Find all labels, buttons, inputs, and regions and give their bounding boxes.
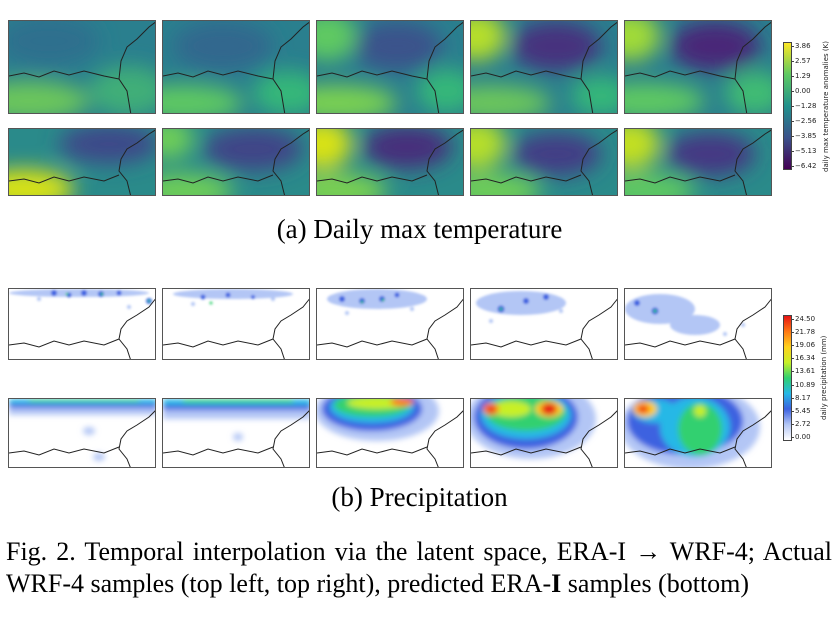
precipitation-map-bottom-1 <box>8 398 156 468</box>
temperature-tick-mark <box>791 76 794 77</box>
temperature-map-top-5 <box>624 20 772 114</box>
precipitation-tick-mark <box>791 319 794 320</box>
precipitation-tick-label: 0.00 <box>795 433 811 441</box>
temperature-subcaption: (a) Daily max temperature <box>276 214 563 244</box>
temperature-map-top-3 <box>316 20 464 114</box>
precipitation-tick-mark <box>791 358 794 360</box>
precipitation-tick-mark <box>791 371 794 373</box>
precipitation-tick-label: 16.34 <box>795 354 816 363</box>
temperature-map-bottom-4 <box>470 128 618 196</box>
precipitation-tick-mark <box>791 345 794 347</box>
temperature-tick-label: −1.28 <box>795 102 817 110</box>
precipitation-tick-label: 10.89 <box>795 380 816 389</box>
temperature-tick-label: 2.57 <box>795 57 811 65</box>
temperature-tick-mark <box>791 121 794 122</box>
temperature-tick-mark <box>791 151 794 152</box>
precipitation-tick-mark <box>791 384 794 386</box>
precipitation-map-bottom-5 <box>624 398 772 468</box>
precipitation-map-top-2 <box>162 288 310 360</box>
precipitation-tick-mark <box>791 332 794 334</box>
temperature-tick-mark <box>791 166 794 167</box>
temperature-colorbar-label: daily max temperature anomalies (K) <box>822 41 830 172</box>
precipitation-tick-label: 2.72 <box>795 419 811 428</box>
temperature-tick-label: 3.86 <box>795 42 811 50</box>
precipitation-colorbar <box>783 315 792 441</box>
precipitation-colorbar-label: daily precipitation (mm) <box>820 335 828 420</box>
precipitation-tick-label: 5.45 <box>795 406 811 415</box>
figure-caption-suffix: samples (bottom) <box>561 569 750 598</box>
temperature-tick-label: −5.13 <box>795 147 817 155</box>
figure-caption: Fig. 2. Temporal interpolation via the l… <box>6 536 832 600</box>
precipitation-map-top-4 <box>470 288 618 360</box>
temperature-tick-label: −2.56 <box>795 117 817 125</box>
temperature-tick-mark <box>791 61 794 62</box>
temperature-tick-label: 0.00 <box>795 87 811 95</box>
temperature-tick-mark <box>791 91 794 92</box>
temperature-tick-label: 1.29 <box>795 72 811 80</box>
temperature-tick-label: −3.85 <box>795 132 817 140</box>
precipitation-tick-label: 19.06 <box>795 341 816 350</box>
precipitation-tick-label: 13.61 <box>795 367 816 376</box>
temperature-tick-mark <box>791 46 794 47</box>
precipitation-tick-mark <box>791 397 794 399</box>
precipitation-map-top-3 <box>316 288 464 360</box>
precipitation-map-bottom-2 <box>162 398 310 468</box>
precipitation-map-top-1 <box>8 288 156 360</box>
precipitation-tick-mark <box>791 423 794 425</box>
precipitation-tick-label: 24.50 <box>795 315 816 323</box>
precipitation-subcaption: (b) Precipitation <box>331 482 508 512</box>
figure-caption-text: Fig. 2. Temporal interpolation via the l… <box>6 537 832 598</box>
precipitation-tick-mark <box>791 437 794 438</box>
temperature-map-bottom-3 <box>316 128 464 196</box>
temperature-map-top-1 <box>8 20 156 114</box>
temperature-map-bottom-1 <box>8 128 156 196</box>
precipitation-tick-label: 8.17 <box>795 393 811 402</box>
temperature-tick-mark <box>791 106 794 107</box>
temperature-map-bottom-5 <box>624 128 772 196</box>
figure-caption-bold: I <box>551 569 562 598</box>
precipitation-tick-mark <box>791 410 794 412</box>
precipitation-map-top-5 <box>624 288 772 360</box>
precipitation-tick-label: 21.78 <box>795 328 816 337</box>
temperature-tick-mark <box>791 136 794 137</box>
temperature-tick-label: −6.42 <box>795 162 817 170</box>
precipitation-map-bottom-4 <box>470 398 618 468</box>
temperature-map-bottom-2 <box>162 128 310 196</box>
precipitation-map-bottom-3 <box>316 398 464 468</box>
temperature-map-top-2 <box>162 20 310 114</box>
temperature-map-top-4 <box>470 20 618 114</box>
